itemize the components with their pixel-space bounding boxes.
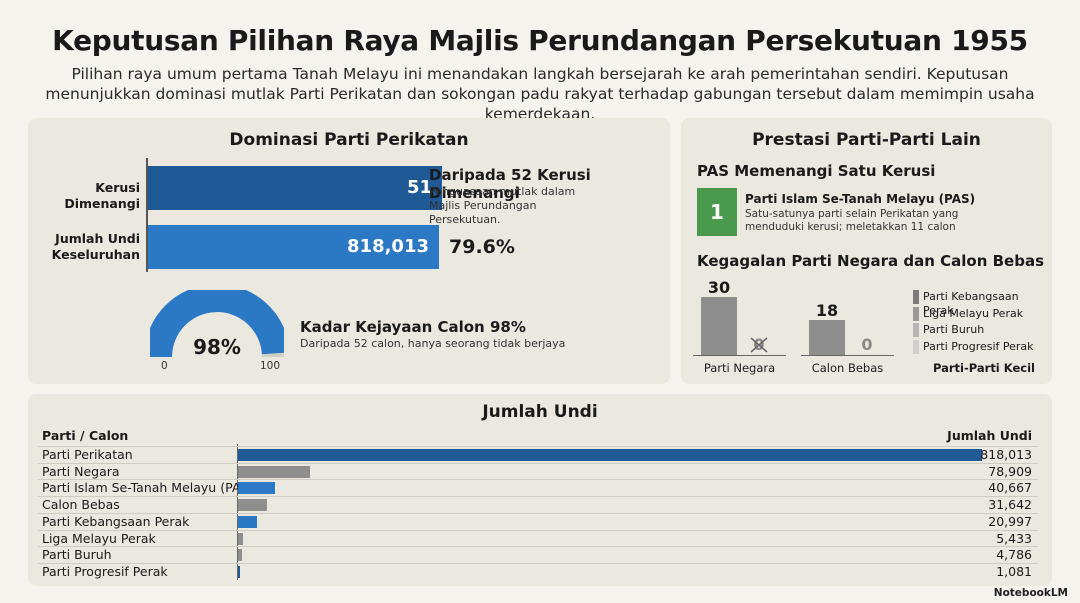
parti-negara-baseline <box>693 355 786 356</box>
vote-value: 78,909 <box>988 463 1032 479</box>
table-row: Parti Islam Se-Tanah Melayu (PAS) 40,667 <box>38 479 1038 496</box>
calon-bebas-contested-bar <box>809 320 845 355</box>
table-row: Parti Buruh 4,786 <box>38 546 1038 563</box>
table-row: Parti Kebangsaan Perak 20,997 <box>38 512 1038 530</box>
vote-bar <box>238 532 243 545</box>
vote-bar <box>238 465 310 478</box>
vote-bar <box>238 499 267 512</box>
pas-heading: PAS Memenangi Satu Kerusi <box>697 162 936 180</box>
calon-bebas-contested-value: 18 <box>815 301 839 320</box>
votes-column-header: Jumlah Undi <box>947 428 1032 443</box>
calon-bebas-won-value: 0 <box>861 335 873 354</box>
page-title: Keputusan Pilihan Raya Majlis Perundanga… <box>52 24 1028 57</box>
calon-bebas-baseline <box>801 355 894 356</box>
party-name: Parti Buruh <box>42 547 112 563</box>
gauge-fill <box>150 290 284 358</box>
party-name: Parti Perikatan <box>42 447 133 462</box>
legend-item: Parti Progresif Perak <box>913 339 1034 354</box>
party-name: Calon Bebas <box>42 497 120 513</box>
party-column-header: Parti / Calon <box>42 428 129 443</box>
vote-value: 818,013 <box>980 447 1032 462</box>
table-row: Parti Progresif Perak 1,081 <box>38 562 1038 580</box>
legend-label: Liga Melayu Perak <box>923 306 1024 320</box>
vote-bar <box>238 565 240 578</box>
table-row: Parti Perikatan 818,013 <box>38 446 1038 463</box>
vote-bar <box>238 482 275 495</box>
legend-item: Parti Buruh <box>913 323 984 337</box>
dominance-panel: Dominasi Parti Perikatan Kerusi Dimenang… <box>28 118 670 384</box>
parti-negara-contested-value: 30 <box>707 278 731 297</box>
vote-value: 4,786 <box>996 547 1032 563</box>
votes-value: 818,013 <box>347 236 429 257</box>
failure-heading: Kegagalan Parti Negara dan Calon Bebas <box>697 252 1045 270</box>
gauge-min-label: 0 <box>161 360 168 372</box>
calon-bebas-label: Calon Bebas <box>811 361 884 375</box>
seats-bar: 51 <box>148 166 442 210</box>
pas-description: Satu-satunya parti selain Perikatan yang… <box>745 208 959 233</box>
minor-parties-legend: Parti Kebangsaan Perak Liga Melayu Perak P… <box>913 290 1048 356</box>
parti-negara-label: Parti Negara <box>703 361 776 375</box>
vote-value: 20,997 <box>988 513 1032 529</box>
vote-bar <box>238 549 242 562</box>
gauge-text: Daripada 52 calon, hanya seorang tidak b… <box>300 337 566 350</box>
legend-swatch <box>913 306 919 321</box>
seats-label: Kerusi Dimenangi <box>64 180 140 211</box>
party-name: Parti Islam Se-Tanah Melayu (PAS) <box>42 480 254 496</box>
table-row: Liga Melayu Perak 5,433 <box>38 529 1038 547</box>
legend-label: Parti Kebangsaan Perak <box>923 290 1019 317</box>
vote-value: 5,433 <box>996 530 1032 546</box>
votes-bar: 818,013 <box>148 225 439 269</box>
gauge-heading: Kadar Kejayaan Calon 98% <box>300 318 526 336</box>
vote-bar <box>238 449 982 461</box>
seats-note-text: Penguasaan mutlak dalam Majlis Perundang… <box>429 185 576 226</box>
legend-swatch <box>913 290 919 304</box>
legend-label: Parti Buruh <box>923 323 985 336</box>
success-gauge <box>150 290 284 358</box>
legend-label: Parti Progresif Perak <box>923 339 1034 353</box>
vote-value: 40,667 <box>988 480 1032 496</box>
legend-item: Parti Kebangsaan Perak <box>913 290 1048 318</box>
cross-mark-icon <box>750 337 768 353</box>
votes-table-panel: Jumlah Undi Parti / Calon Jumlah Undi Pa… <box>28 394 1052 586</box>
dominance-panel-title: Dominasi Parti Perikatan <box>229 130 469 150</box>
table-row: Parti Negara 78,909 <box>38 462 1038 480</box>
legend-item: Liga Melayu Perak <box>913 306 1024 321</box>
notebooklm-brand: NotebookLM <box>993 587 1068 599</box>
gauge-max-label: 100 <box>260 360 281 372</box>
other-parties-title: Prestasi Parti-Parti Lain <box>752 130 981 150</box>
party-name: Parti Progresif Perak <box>42 563 168 579</box>
party-name: Parti Negara <box>42 463 120 479</box>
table-row: Calon Bebas 31,642 <box>38 496 1038 513</box>
other-parties-panel: Prestasi Parti-Parti Lain PAS Memenangi … <box>681 118 1052 384</box>
bar-axis <box>146 158 148 272</box>
party-name: Liga Melayu Perak <box>42 530 156 546</box>
vote-bar <box>238 515 257 528</box>
legend-swatch <box>913 323 919 337</box>
votes-table-title: Jumlah Undi <box>482 402 598 422</box>
gauge-value: 98% <box>193 335 241 359</box>
minor-parties-title: Parti-Parti Kecil <box>933 361 1035 375</box>
party-name: Parti Kebangsaan Perak <box>42 513 190 529</box>
pas-name: Parti Islam Se-Tanah Melayu (PAS) <box>745 192 976 206</box>
vote-value: 31,642 <box>988 497 1032 513</box>
pas-seat-count: 1 <box>697 188 737 236</box>
vote-value: 1,081 <box>996 563 1032 579</box>
votes-label: Jumlah Undi Keseluruhan <box>51 231 140 262</box>
votes-percentage: 79.6% <box>449 236 515 258</box>
seats-note-heading: Daripada 52 Kerusi Dimenangi <box>429 166 591 202</box>
seats-value: 51 <box>406 177 432 198</box>
parti-negara-contested-bar <box>701 297 737 355</box>
votes-axis <box>237 444 238 580</box>
page-subtitle: Pilihan raya umum pertama Tanah Melayu i… <box>45 65 1035 123</box>
legend-swatch <box>913 339 919 354</box>
